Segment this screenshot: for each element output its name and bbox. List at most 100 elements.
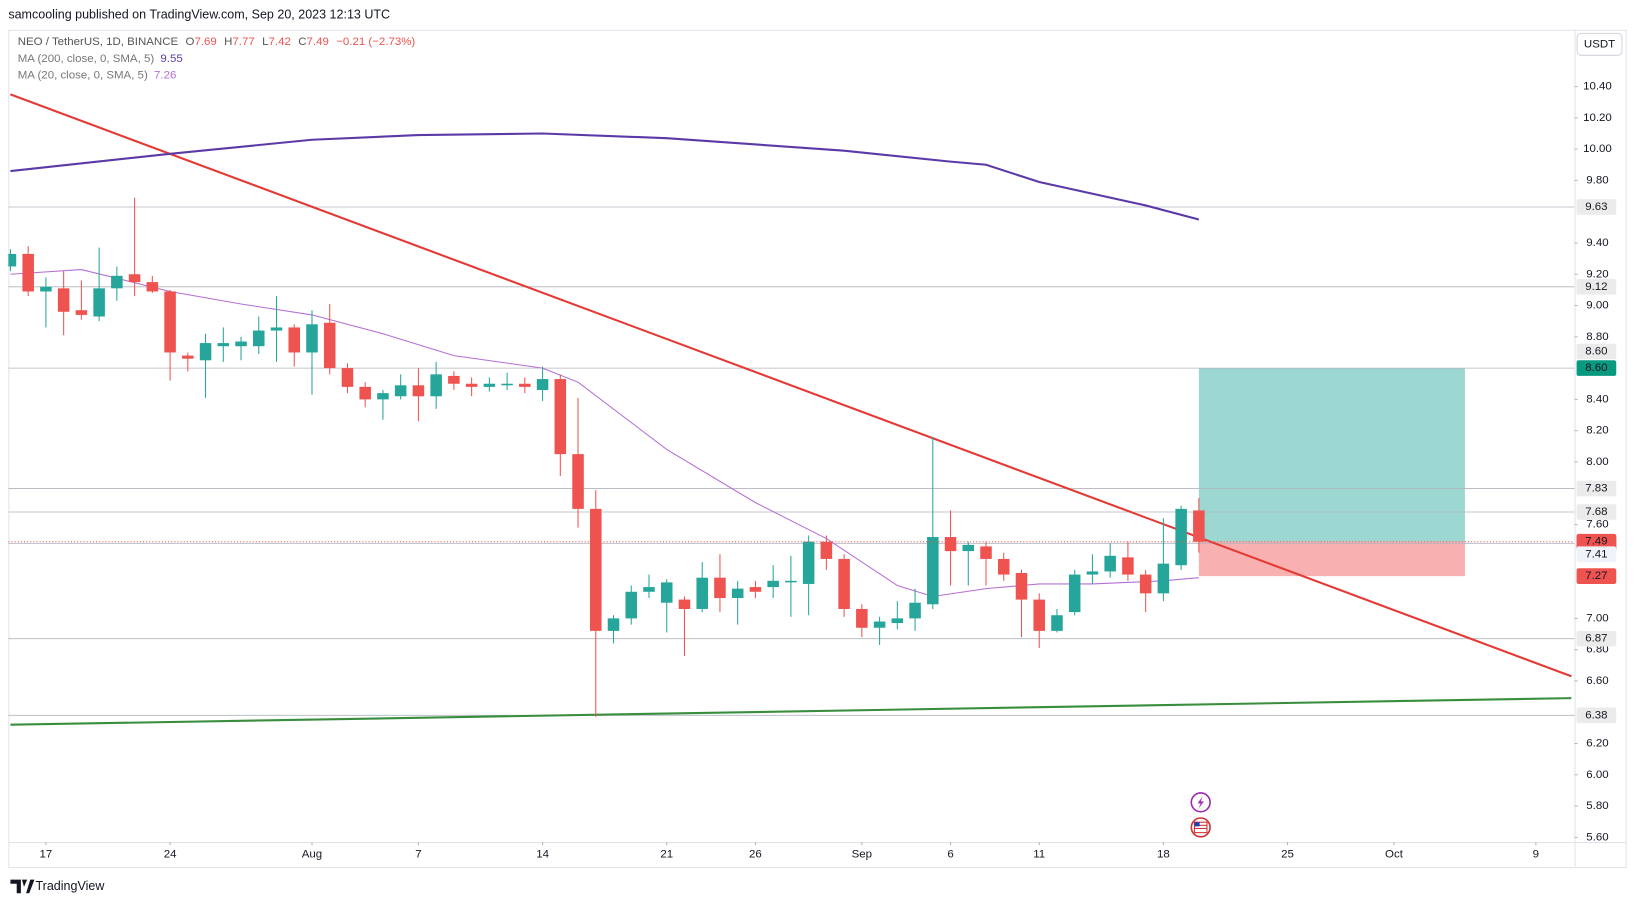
candle-body: [483, 383, 496, 387]
lightning-icon: [1197, 796, 1204, 809]
level-label-box: [1576, 343, 1617, 360]
candle-body: [288, 327, 301, 353]
y-tick-label: 6.00: [1586, 769, 1608, 781]
legend-ma20: MA (20, close, 0, SMA, 5) 7.26: [18, 70, 177, 82]
candle-body: [359, 386, 371, 400]
candle-body: [536, 379, 549, 391]
candle-body: [341, 368, 354, 387]
candle-body: [93, 288, 105, 317]
axes: 10.40 10.20 10.00 9.80 9.40 9.20 9.00 8.80 8.40 8…: [40, 81, 1617, 861]
level-label: 8.60: [1585, 345, 1607, 357]
candle-body: [714, 577, 726, 599]
c-label: C: [298, 36, 306, 48]
level-label: 7.68: [1585, 506, 1607, 518]
level-label-box: [1576, 630, 1617, 647]
event-icons: [1190, 792, 1211, 838]
level-label: 6.38: [1585, 709, 1607, 721]
candle-body: [607, 618, 620, 631]
moving-average: [10, 269, 1199, 598]
candle-body: [323, 322, 336, 369]
x-tick-label: 11: [1033, 849, 1045, 861]
legend-ma200: MA (200, close, 0, SMA, 5) 9.55: [18, 53, 183, 65]
y-tick-label: 8.80: [1586, 331, 1608, 343]
candle-body: [1086, 571, 1099, 575]
candle-body: [1051, 615, 1063, 631]
level-label: 9.12: [1585, 281, 1607, 293]
ma-value: 7.26: [154, 70, 176, 82]
y-tick-label: 8.40: [1586, 393, 1608, 405]
ma-value: 9.55: [160, 53, 182, 65]
logo-mark: [10, 879, 35, 894]
price-label: 8.60: [1585, 362, 1607, 374]
x-tick-label: 18: [1157, 849, 1170, 861]
candle-body: [1015, 573, 1028, 600]
candle-body: [57, 288, 70, 312]
level-label-box: [1576, 278, 1617, 295]
candle-body: [519, 383, 531, 387]
x-tick-label: 21: [660, 849, 673, 861]
candle-body: [128, 274, 141, 283]
price-label-box: [1576, 568, 1617, 584]
candle-body: [8, 253, 17, 267]
candle-body: [111, 275, 123, 289]
flag-icon: [1193, 821, 1208, 834]
footer-logo: TradingView: [10, 879, 105, 893]
candle-body: [572, 454, 584, 509]
candle-body: [891, 618, 904, 624]
candle-body: [980, 546, 992, 559]
x-tick-label: 17: [40, 849, 53, 861]
candle-body: [643, 587, 655, 592]
y-tick-label: 7.00: [1586, 612, 1608, 624]
candle-body: [377, 393, 389, 400]
candle-body: [235, 341, 247, 347]
x-tick-label: 7: [415, 849, 421, 861]
level-label-box: [1576, 707, 1617, 724]
candle-body: [501, 383, 513, 386]
y-tick-label: 10.20: [1583, 112, 1612, 124]
x-tick-label: 25: [1281, 849, 1294, 861]
stop-zone: [1198, 541, 1465, 577]
y-tick-label: 9.00: [1586, 300, 1608, 312]
footer-text: TradingView: [35, 879, 105, 893]
candle-body: [962, 544, 975, 552]
price-label: 7.49: [1585, 536, 1607, 548]
level-label: 6.87: [1585, 633, 1607, 645]
candle-body: [1157, 563, 1170, 594]
y-tick-label: 9.80: [1586, 174, 1608, 186]
candle-body: [217, 343, 230, 347]
candle-body: [678, 599, 691, 609]
c-value: 7.49: [307, 36, 329, 48]
x-tick-label: 6: [947, 849, 953, 861]
candle-body: [22, 253, 34, 292]
level-label-box: [1576, 199, 1617, 215]
price-label: 7.41: [1585, 548, 1607, 560]
currency-button[interactable]: [1576, 32, 1623, 56]
y-tick-label: 10.00: [1583, 143, 1612, 155]
y-tick-label: 9.40: [1586, 237, 1608, 249]
y-tick-label: 8.00: [1586, 456, 1608, 468]
candle-body: [802, 541, 815, 584]
candle-body: [1122, 557, 1134, 575]
published-note: samcooling published on TradingView.com,…: [8, 7, 390, 21]
x-tick-label: 26: [749, 849, 762, 861]
currency-label[interactable]: USDT: [1584, 38, 1615, 50]
level-label: 9.63: [1585, 201, 1607, 213]
candle-body: [749, 587, 762, 592]
o-label: O: [186, 36, 195, 48]
candle-body: [430, 374, 442, 397]
flag-canton: [1194, 822, 1200, 827]
y-tick-label: 10.40: [1583, 81, 1612, 93]
price-label-box: [1576, 360, 1617, 376]
candle-body: [1175, 508, 1187, 566]
change: −0.21 (−2.73%): [336, 36, 415, 48]
candle-body: [731, 588, 744, 599]
y-tick-label: 5.80: [1586, 800, 1608, 812]
candle-body: [1068, 574, 1081, 613]
price-label-box: [1576, 546, 1617, 563]
l-value: 7.42: [269, 36, 291, 48]
candle-body: [820, 541, 833, 559]
candle-body: [785, 580, 797, 583]
